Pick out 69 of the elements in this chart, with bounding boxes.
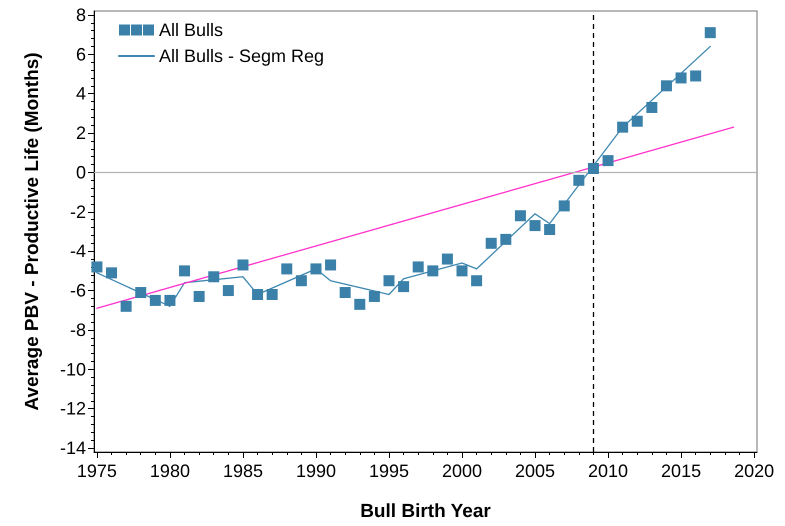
point xyxy=(617,122,628,133)
point xyxy=(398,281,410,292)
point xyxy=(646,102,658,113)
y-tick-label: 6 xyxy=(76,44,86,64)
y-tick-label: -8 xyxy=(70,320,86,340)
x-tick-label: 2005 xyxy=(515,461,556,481)
y-tick-label: -2 xyxy=(70,202,86,222)
y-axis-title: Average PBV - Productive Life (Months) xyxy=(22,52,43,411)
x-tick-label: 2000 xyxy=(442,461,482,481)
point xyxy=(310,263,322,274)
point xyxy=(558,200,570,212)
x-tick-label: 1975 xyxy=(76,461,117,481)
point xyxy=(164,294,176,306)
point xyxy=(486,238,497,249)
point xyxy=(194,290,205,302)
point xyxy=(660,80,672,92)
point xyxy=(135,287,146,298)
point xyxy=(632,116,643,127)
point xyxy=(266,289,278,300)
point xyxy=(514,210,526,222)
y-tick-label: -14 xyxy=(60,438,86,458)
x-tick-label: 1985 xyxy=(222,461,263,481)
point xyxy=(281,263,292,274)
point xyxy=(442,254,453,265)
y-tick-label: -6 xyxy=(70,280,86,301)
y-tick-label: -4 xyxy=(70,241,86,262)
point xyxy=(252,289,264,300)
point xyxy=(296,275,307,286)
point xyxy=(237,259,248,270)
y-tick-label: 8 xyxy=(76,4,86,25)
point xyxy=(544,224,556,236)
point xyxy=(690,70,702,82)
point xyxy=(340,287,351,298)
point xyxy=(150,294,161,306)
point xyxy=(427,265,438,276)
point xyxy=(120,300,132,312)
y-tick-label: 2 xyxy=(76,123,86,144)
point xyxy=(383,275,394,286)
point xyxy=(500,234,512,245)
point xyxy=(412,261,424,272)
x-axis-title: Bull Birth Year xyxy=(360,501,492,522)
y-tick-label: 0 xyxy=(76,162,86,182)
point xyxy=(704,27,716,38)
y-tick-label: -10 xyxy=(60,359,86,380)
x-tick-label: 2020 xyxy=(734,461,774,481)
legend-label: All Bulls xyxy=(159,20,224,40)
point xyxy=(91,261,102,272)
point xyxy=(602,155,614,166)
x-tick-label: 2010 xyxy=(588,461,628,481)
point xyxy=(325,259,336,270)
point xyxy=(208,271,220,282)
point xyxy=(222,285,234,296)
point xyxy=(354,298,366,310)
point xyxy=(676,72,687,84)
x-tick-label: 2015 xyxy=(661,461,702,481)
point xyxy=(456,265,468,276)
point xyxy=(179,265,190,276)
x-tick-label: 1980 xyxy=(150,461,190,481)
y-tick-label: 4 xyxy=(76,84,86,104)
point xyxy=(106,267,118,278)
point xyxy=(471,275,482,286)
point xyxy=(573,174,584,186)
point xyxy=(588,163,599,174)
point xyxy=(368,290,380,302)
legend-label: All Bulls - Segm Reg xyxy=(159,46,324,66)
y-tick-label: -12 xyxy=(60,398,86,419)
x-tick-label: 1990 xyxy=(296,461,336,481)
point xyxy=(530,220,541,232)
x-tick-label: 1995 xyxy=(368,461,410,481)
